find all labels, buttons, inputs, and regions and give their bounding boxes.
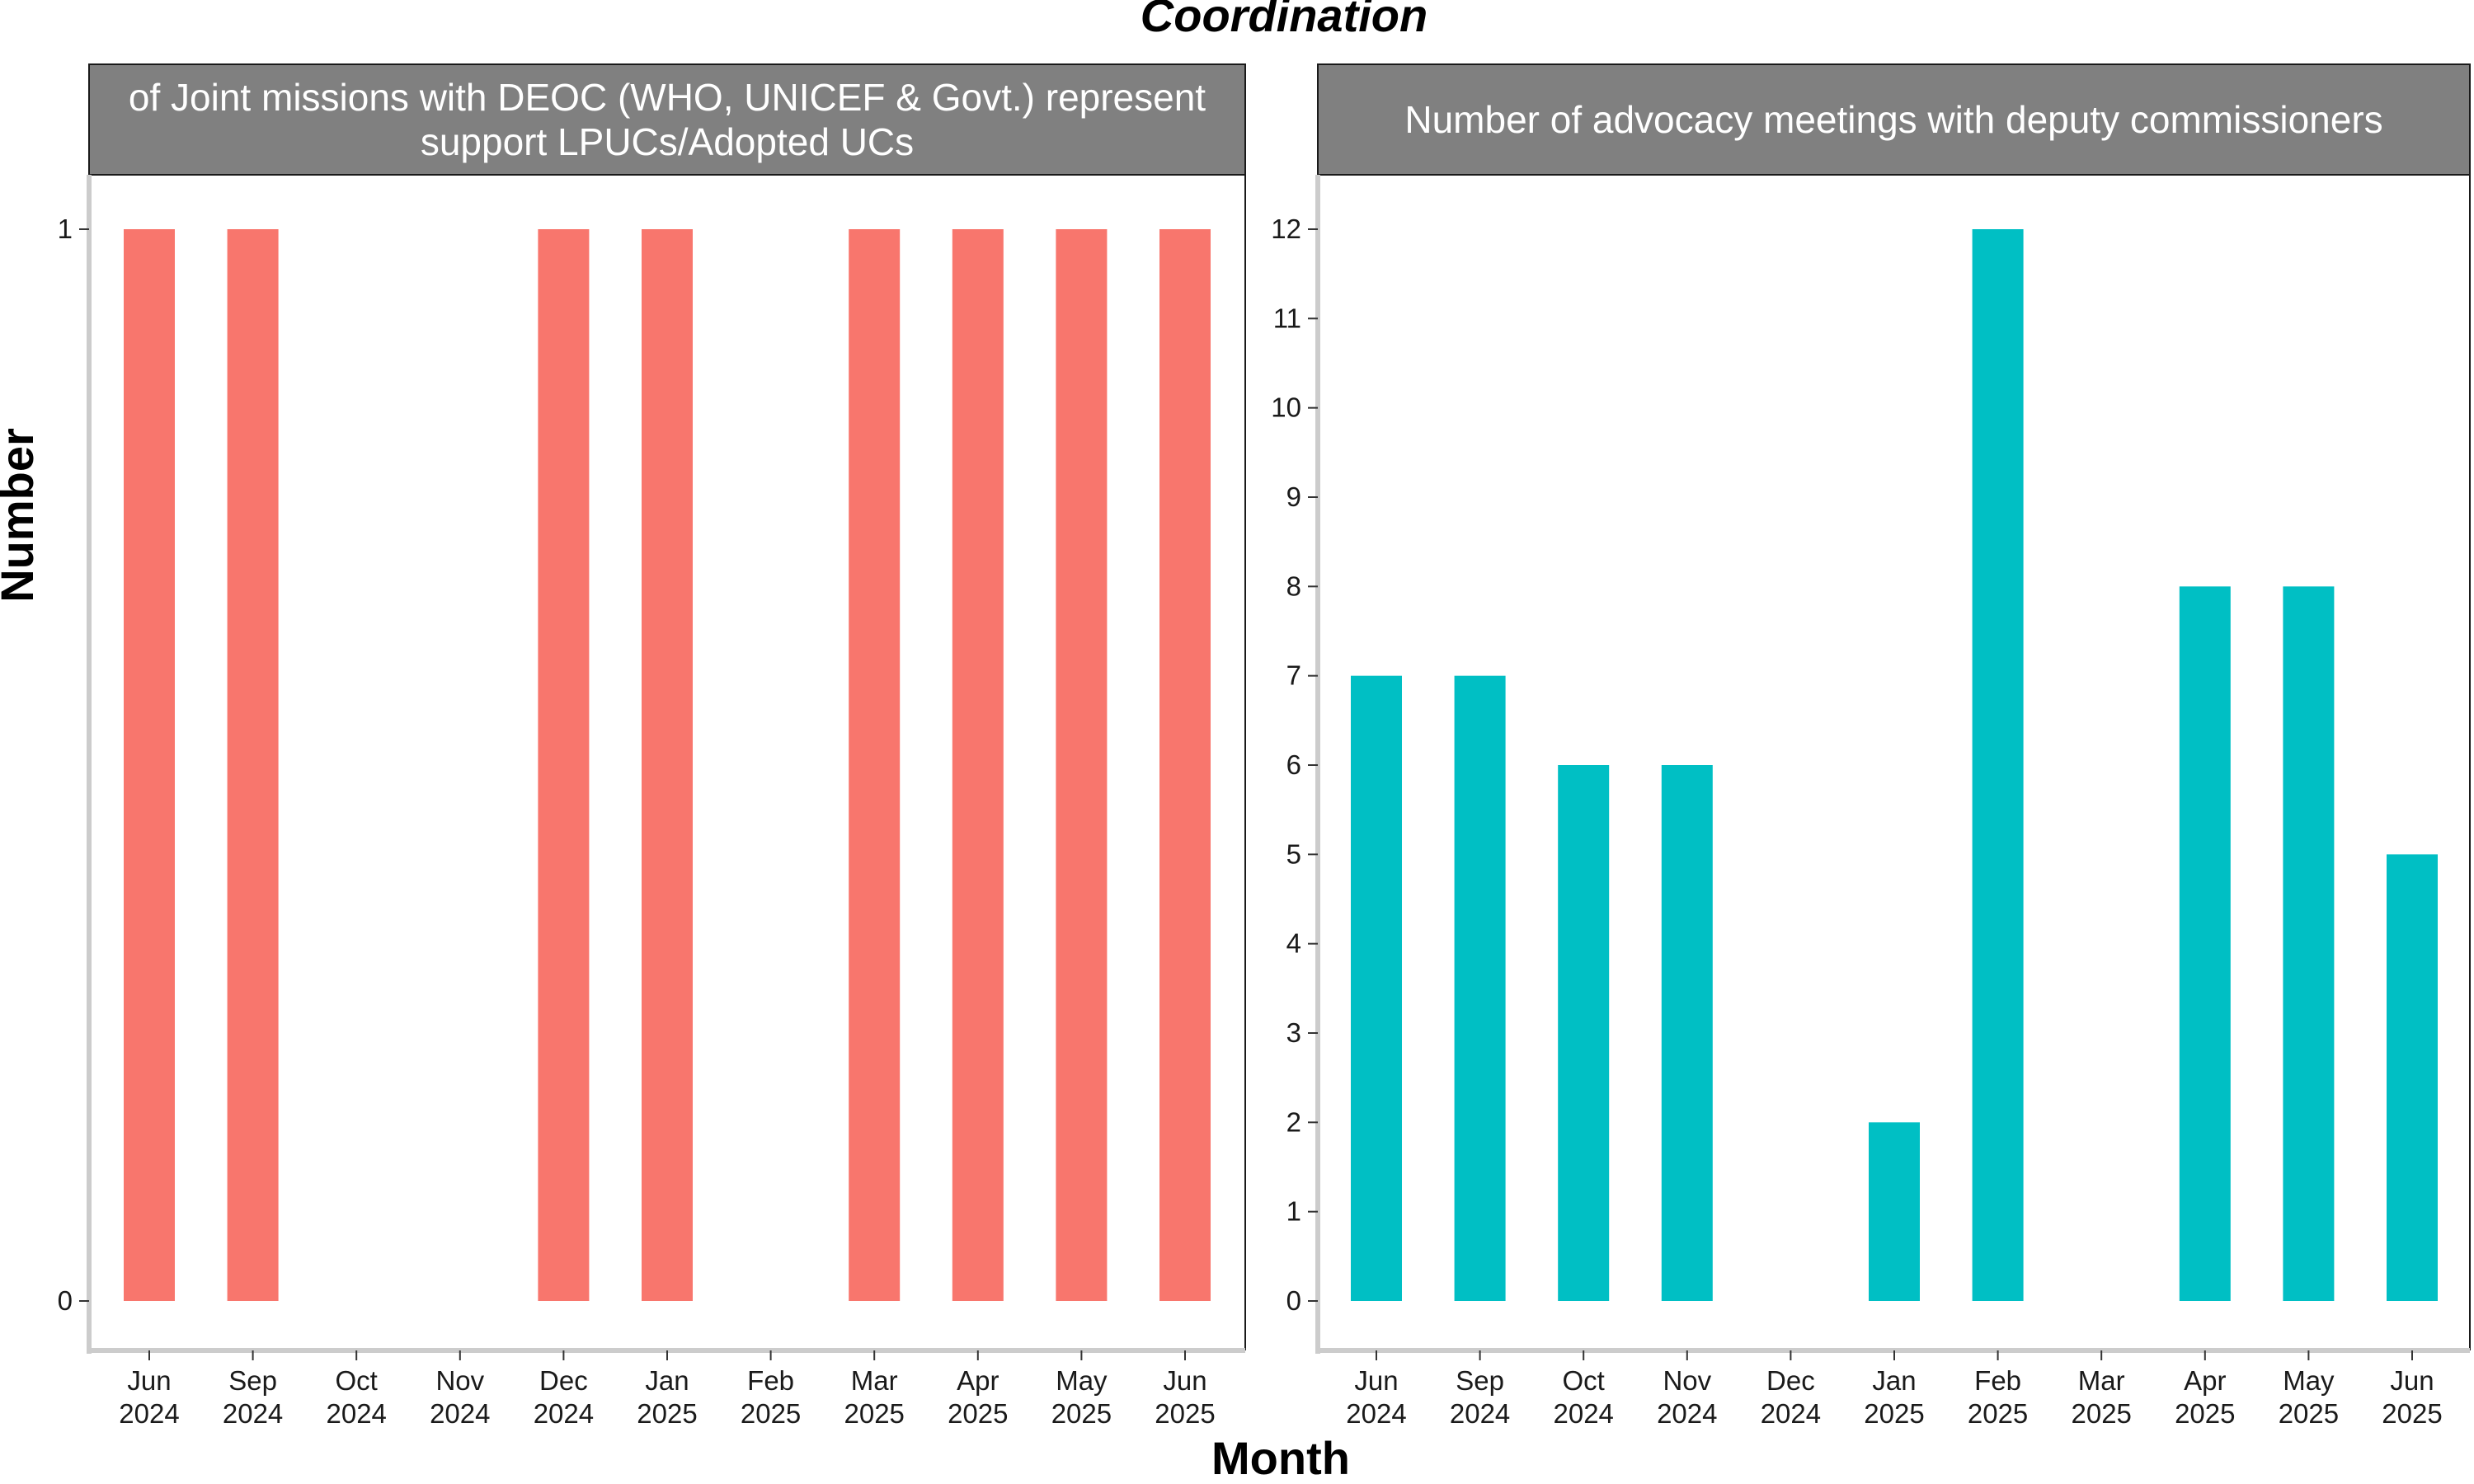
bar [1056, 229, 1108, 1301]
x-tick-label-year: 2025 [1864, 1398, 1924, 1429]
x-tick-label-year: 2025 [2175, 1398, 2235, 1429]
bar [849, 229, 901, 1301]
facet-strip-title-line: of Joint missions with DEOC (WHO, UNICEF… [129, 76, 1206, 119]
x-tick-label-year: 2025 [1051, 1398, 1112, 1429]
y-tick-label: 8 [1286, 571, 1301, 601]
x-tick-label-month: Oct [1563, 1365, 1605, 1396]
x-tick-label-month: Apr [957, 1365, 999, 1396]
x-tick-label-month: May [2283, 1365, 2335, 1396]
y-tick-label: 0 [58, 1285, 73, 1316]
facet-strip-title-line: Number of advocacy meetings with deputy … [1404, 98, 2382, 141]
x-tick-label-month: Mar [851, 1365, 898, 1396]
x-tick-label-month: Jun [127, 1365, 171, 1396]
bar [1159, 229, 1211, 1301]
y-tick-label: 1 [1286, 1196, 1301, 1227]
x-tick-label-year: 2025 [1155, 1398, 1215, 1429]
x-tick-label-year: 2025 [2279, 1398, 2339, 1429]
y-tick-label: 9 [1286, 481, 1301, 512]
x-tick-label-year: 2024 [430, 1398, 490, 1429]
x-tick-label-month: Nov [435, 1365, 484, 1396]
bar [2179, 586, 2231, 1301]
bar [1972, 229, 2024, 1301]
bar [1558, 765, 1610, 1301]
bar [1351, 675, 1402, 1301]
x-tick-label-year: 2025 [1968, 1398, 2028, 1429]
x-tick-label-year: 2024 [1761, 1398, 1821, 1429]
x-tick-label-year: 2024 [223, 1398, 283, 1429]
x-tick-label-month: Dec [539, 1365, 588, 1396]
x-tick-label-month: Mar [2078, 1365, 2125, 1396]
x-tick-label-month: Oct [336, 1365, 378, 1396]
x-tick-label-year: 2024 [326, 1398, 386, 1429]
bar [642, 229, 693, 1301]
x-tick-label-year: 2024 [1346, 1398, 1406, 1429]
x-tick-label-year: 2025 [948, 1398, 1008, 1429]
y-tick-label: 3 [1286, 1017, 1301, 1048]
x-tick-label-year: 2024 [1553, 1398, 1613, 1429]
bar [227, 229, 279, 1301]
y-tick-label: 11 [1273, 303, 1301, 333]
y-tick-label: 5 [1286, 838, 1301, 869]
bar [538, 229, 590, 1301]
y-tick-label: 1 [58, 214, 73, 244]
y-axis-title: Number [0, 428, 43, 603]
x-tick-label-month: Jan [645, 1365, 689, 1396]
y-tick-label: 12 [1271, 214, 1301, 244]
x-tick-label-year: 2024 [1450, 1398, 1510, 1429]
x-tick-label-month: Feb [747, 1365, 794, 1396]
facet-panels: of Joint missions with DEOC (WHO, UNICEF… [58, 63, 2471, 1429]
x-tick-label-month: Jun [2390, 1365, 2434, 1396]
bar [1869, 1122, 1920, 1301]
x-tick-label-month: Nov [1663, 1365, 1711, 1396]
x-tick-label-month: May [1056, 1365, 1108, 1396]
x-tick-label-year: 2025 [741, 1398, 801, 1429]
facet-strip-title-line: support LPUCs/Adopted UCs [421, 120, 914, 163]
x-tick-label-month: Feb [1974, 1365, 2021, 1396]
x-tick-label-month: Jan [1872, 1365, 1916, 1396]
facet-panel-2: Number of advocacy meetings with deputy … [1271, 63, 2471, 1429]
y-tick-label: 0 [1286, 1285, 1301, 1316]
bar [124, 229, 175, 1301]
x-tick-label-month: Dec [1766, 1365, 1815, 1396]
x-tick-label-year: 2024 [119, 1398, 179, 1429]
bar [1454, 675, 1506, 1301]
x-axis-title: Month [1211, 1432, 1350, 1484]
x-tick-label-year: 2025 [2382, 1398, 2442, 1429]
chart-main-title: Coordination [1141, 0, 1427, 41]
x-tick-label-year: 2025 [2071, 1398, 2131, 1429]
y-tick-label: 10 [1271, 392, 1301, 423]
x-tick-label-month: Apr [2184, 1365, 2226, 1396]
x-tick-label-year: 2024 [1657, 1398, 1717, 1429]
y-tick-label: 6 [1286, 749, 1301, 780]
x-tick-label-month: Sep [1456, 1365, 1504, 1396]
x-tick-label-month: Jun [1163, 1365, 1206, 1396]
x-tick-label-year: 2025 [637, 1398, 697, 1429]
x-tick-label-year: 2024 [534, 1398, 594, 1429]
x-tick-label-month: Sep [228, 1365, 277, 1396]
y-tick-label: 2 [1286, 1106, 1301, 1137]
bar [2283, 586, 2335, 1301]
facet-panel-1: of Joint missions with DEOC (WHO, UNICEF… [58, 63, 1246, 1429]
y-tick-label: 4 [1286, 928, 1301, 959]
x-tick-label-year: 2025 [844, 1398, 904, 1429]
y-tick-label: 7 [1286, 660, 1301, 691]
facet-strip [1317, 63, 2471, 176]
bar [952, 229, 1004, 1301]
facet-strip [88, 63, 1246, 176]
x-tick-label-month: Jun [1354, 1365, 1398, 1396]
bar [1661, 765, 1713, 1301]
bar [2387, 854, 2438, 1301]
